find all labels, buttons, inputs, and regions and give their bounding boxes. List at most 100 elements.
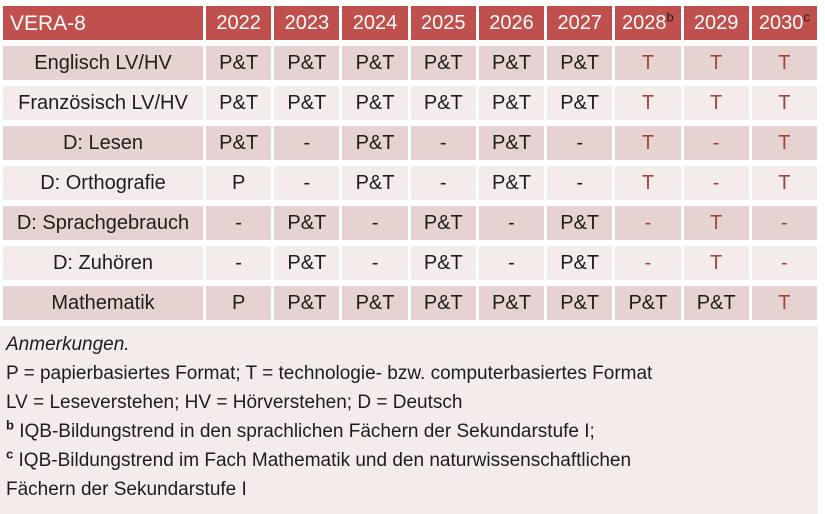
cell-englisch-lv-hv-2028: T: [615, 46, 681, 80]
cell-englisch-lv-hv-2030: T: [751, 46, 817, 80]
cell-mathematik-2022: P: [206, 286, 272, 320]
row-label-englisch-lv-hv: Englisch LV/HV: [3, 46, 203, 80]
year-label: 2029: [693, 12, 739, 34]
note-abbreviation-legend: LV = Leseverstehen; HV = Hörverstehen; D…: [6, 392, 463, 413]
cell-d-lesen-2027: -: [547, 126, 613, 160]
cell-mathematik-2027: P&T: [547, 286, 613, 320]
note-format-legend: P = papierbasiertes Format; T = technolo…: [6, 363, 653, 384]
cell-d-zuh-ren-2025: P&T: [410, 246, 476, 280]
cell-d-orthografie-2030: T: [751, 166, 817, 200]
cell-mathematik-2023: P&T: [274, 286, 340, 320]
cell-d-sprachgebrauch-2026: -: [478, 206, 545, 240]
cell-d-orthografie-2026: P&T: [478, 166, 545, 200]
year-header-2026: 2026: [478, 6, 545, 40]
note-b-marker: b: [6, 417, 14, 433]
year-label: 2027: [557, 12, 602, 34]
cell-d-sprachgebrauch-2024: -: [342, 206, 408, 240]
cell-franz-sisch-lv-hv-2027: P&T: [547, 86, 613, 120]
year-label: 2022: [216, 12, 261, 34]
cell-franz-sisch-lv-hv-2028: T: [615, 86, 681, 120]
cell-franz-sisch-lv-hv-2024: P&T: [342, 86, 408, 120]
cell-mathematik-2030: T: [751, 286, 817, 320]
table-body: Englisch LV/HV P&T P&T P&T P&T P&T P&T T T T Franz…: [3, 46, 817, 320]
row-label-mathematik: Mathematik: [3, 286, 203, 320]
cell-d-sprachgebrauch-2029: T: [683, 206, 749, 240]
year-label: 2023: [284, 12, 330, 34]
note-c: c IQB-Bildungstrend im Fach Mathematik u…: [6, 446, 706, 504]
cell-d-lesen-2024: P&T: [342, 126, 408, 160]
cell-d-sprachgebrauch-2030: -: [751, 206, 817, 240]
year-label: 2024: [352, 12, 398, 34]
row-label-franz-sisch-lv-hv: Französisch LV/HV: [3, 86, 203, 120]
cell-d-sprachgebrauch-2027: P&T: [547, 206, 613, 240]
table-row-franz-sisch-lv-hv: Französisch LV/HV P&T P&T P&T P&T P&T P&T T T T: [3, 86, 817, 120]
cell-d-orthografie-2025: -: [410, 166, 476, 200]
year-header-2024: 2024: [342, 6, 408, 40]
cell-d-sprachgebrauch-2022: -: [206, 206, 272, 240]
row-label-d-lesen: D: Lesen: [3, 126, 203, 160]
cell-d-orthografie-2027: -: [547, 166, 613, 200]
year-header-2023: 2023: [274, 6, 340, 40]
vera-table: VERA-8 2022 2023 2024 2025 2026 2027 2028b 2029 2…: [3, 6, 817, 320]
cell-d-orthografie-2028: T: [615, 166, 681, 200]
year-label: 2025: [421, 12, 466, 34]
cell-d-lesen-2023: -: [274, 126, 340, 160]
cell-mathematik-2028: P&T: [615, 286, 681, 320]
cell-d-lesen-2026: P&T: [478, 126, 545, 160]
cell-franz-sisch-lv-hv-2025: P&T: [410, 86, 476, 120]
cell-d-lesen-2028: T: [615, 126, 681, 160]
cell-mathematik-2025: P&T: [410, 286, 476, 320]
table-row-mathematik: Mathematik P P&T P&T P&T P&T P&T P&T P&T T: [3, 286, 817, 320]
header-row: VERA-8 2022 2023 2024 2025 2026 2027 2028b 2029 2…: [3, 6, 817, 40]
cell-englisch-lv-hv-2023: P&T: [274, 46, 340, 80]
cell-d-orthografie-2023: -: [274, 166, 340, 200]
cell-d-orthografie-2024: P&T: [342, 166, 408, 200]
cell-d-sprachgebrauch-2023: P&T: [274, 206, 340, 240]
note-b-text: IQB-Bildungstrend in den sprachlichen Fä…: [19, 421, 595, 442]
cell-d-orthografie-2022: P: [206, 166, 272, 200]
cell-d-zuh-ren-2027: P&T: [547, 246, 613, 280]
cell-d-lesen-2025: -: [410, 126, 476, 160]
table-row-d-sprachgebrauch: D: Sprachgebrauch - P&T - P&T - P&T - T -: [3, 206, 817, 240]
table-row-d-zuh-ren: D: Zuhören - P&T - P&T - P&T - T -: [3, 246, 817, 280]
cell-englisch-lv-hv-2024: P&T: [342, 46, 408, 80]
year-header-2022: 2022: [206, 6, 272, 40]
year-footnote-marker: b: [666, 9, 674, 25]
note-b: b IQB-Bildungstrend in den sprachlichen …: [6, 417, 810, 446]
cell-franz-sisch-lv-hv-2023: P&T: [274, 86, 340, 120]
year-label: 2028: [622, 12, 667, 34]
note-c-text: IQB-Bildungstrend im Fach Mathematik und…: [6, 450, 632, 500]
row-label-d-sprachgebrauch: D: Sprachgebrauch: [3, 206, 203, 240]
cell-franz-sisch-lv-hv-2030: T: [751, 86, 817, 120]
cell-d-zuh-ren-2026: -: [478, 246, 545, 280]
year-label: 2030: [758, 12, 804, 34]
cell-franz-sisch-lv-hv-2029: T: [683, 86, 749, 120]
row-label-d-orthografie: D: Orthografie: [3, 166, 203, 200]
table-row-englisch-lv-hv: Englisch LV/HV P&T P&T P&T P&T P&T P&T T T T: [3, 46, 817, 80]
cell-mathematik-2026: P&T: [478, 286, 545, 320]
table-row-d-orthografie: D: Orthografie P - P&T - P&T - T - T: [3, 166, 817, 200]
cell-englisch-lv-hv-2025: P&T: [410, 46, 476, 80]
cell-d-sprachgebrauch-2028: -: [615, 206, 681, 240]
cell-englisch-lv-hv-2027: P&T: [547, 46, 613, 80]
cell-franz-sisch-lv-hv-2026: P&T: [478, 86, 545, 120]
cell-d-zuh-ren-2028: -: [615, 246, 681, 280]
cell-d-zuh-ren-2023: P&T: [274, 246, 340, 280]
cell-d-zuh-ren-2030: -: [751, 246, 817, 280]
table-row-d-lesen: D: Lesen P&T - P&T - P&T - T - T: [3, 126, 817, 160]
cell-englisch-lv-hv-2026: P&T: [478, 46, 545, 80]
cell-mathematik-2024: P&T: [342, 286, 408, 320]
cell-mathematik-2029: P&T: [683, 286, 749, 320]
cell-englisch-lv-hv-2022: P&T: [206, 46, 272, 80]
year-header-2029: 2029: [683, 6, 749, 40]
year-header-2027: 2027: [547, 6, 613, 40]
row-label-d-zuh-ren: D: Zuhören: [3, 246, 203, 280]
cell-d-lesen-2030: T: [751, 126, 817, 160]
cell-englisch-lv-hv-2029: T: [683, 46, 749, 80]
year-header-2028: 2028b: [615, 6, 681, 40]
table-title-cell: VERA-8: [3, 6, 203, 40]
note-c-marker: c: [6, 446, 14, 462]
year-footnote-marker: c: [803, 9, 810, 25]
cell-d-zuh-ren-2029: T: [683, 246, 749, 280]
